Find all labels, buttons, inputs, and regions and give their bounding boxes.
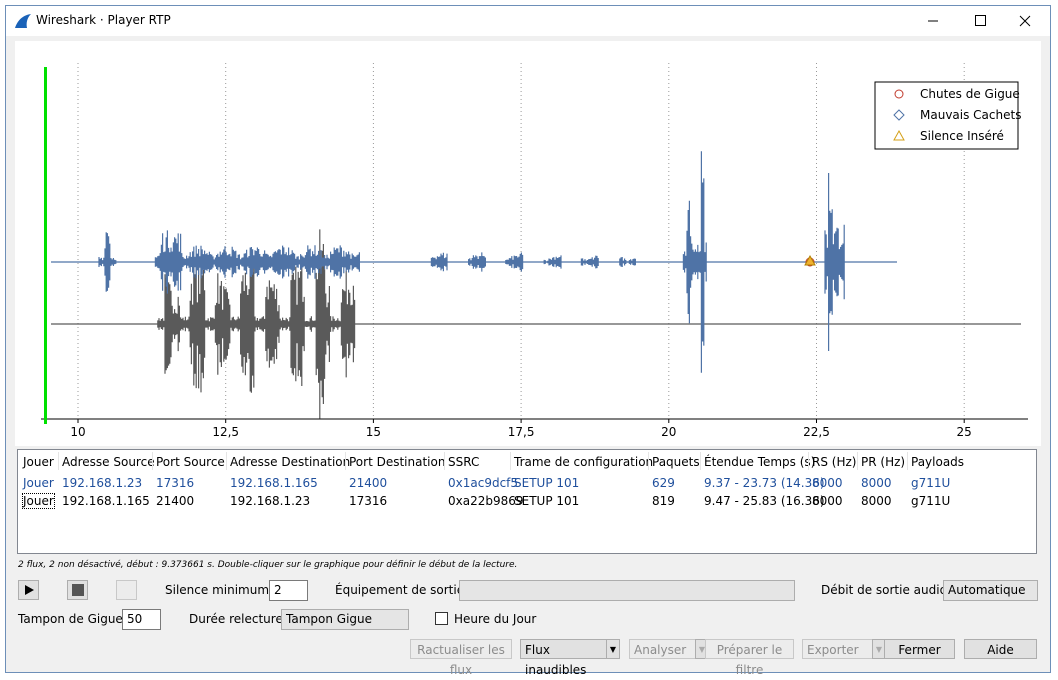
table-cell: 9.47 - 25.83 (16.36) [704, 494, 825, 508]
column-header: SSRC [448, 455, 479, 469]
audio-rate-combo[interactable]: Automatique [943, 580, 1038, 601]
column-separator [444, 452, 445, 470]
table-cell: SETUP 101 [514, 494, 579, 508]
x-tick-label: 12,5 [212, 425, 239, 439]
output-device-label: Équipement de sortie : [335, 583, 472, 597]
table-cell: g711U [911, 494, 950, 508]
replay-combo[interactable]: Tampon Gigue [281, 609, 409, 630]
x-tick-label: 10 [70, 425, 85, 439]
table-cell: 17316 [156, 476, 194, 490]
button: Ractualiser les flux [410, 639, 512, 659]
column-separator [648, 452, 649, 470]
column-separator [700, 452, 701, 470]
button[interactable]: Flux inaudibles [520, 639, 608, 659]
table-cell: SETUP 101 [514, 476, 579, 490]
column-header: Trame de configuration [514, 455, 653, 469]
table-cell[interactable]: Jouer [23, 494, 54, 508]
x-tick-label: 22,5 [803, 425, 830, 439]
x-tick-label: 15 [366, 425, 381, 439]
button: Analyser [629, 639, 697, 659]
column-separator [907, 452, 908, 470]
button[interactable]: Fermer [884, 639, 955, 659]
column-header: Adresse Source [62, 455, 155, 469]
dropdown-arrow[interactable]: ▼ [606, 639, 620, 659]
column-header: Paquets [652, 455, 700, 469]
table-cell: 17316 [349, 494, 387, 508]
x-tick-label: 20 [661, 425, 676, 439]
window-title: Wireshark · Player RTP [36, 13, 171, 27]
x-tick-label: 17,5 [508, 425, 535, 439]
audio-rate-label: Débit de sortie audio : [821, 583, 955, 597]
legend-label: Mauvais Cachets [920, 108, 1021, 122]
table-cell: 192.168.1.23 [62, 476, 142, 490]
table-cell: 629 [652, 476, 675, 490]
table-cell: 192.168.1.23 [230, 494, 310, 508]
column-header: Payloads [911, 455, 964, 469]
button: Préparer le filtre [705, 639, 794, 659]
silence-spinbox[interactable]: 2 [269, 580, 308, 601]
time-of-day-checkbox[interactable] [435, 612, 448, 625]
column-header: Port Source [156, 455, 225, 469]
table-cell: 819 [652, 494, 675, 508]
table-cell: 8000 [861, 476, 892, 490]
x-tick-label: 25 [957, 425, 972, 439]
column-separator [152, 452, 153, 470]
column-header: Étendue Temps (s) [704, 455, 815, 469]
table-cell: 0xa22b9869 [448, 494, 524, 508]
column-header: RS (Hz) [812, 455, 856, 469]
table-cell: 21400 [349, 476, 387, 490]
button: Exporter [802, 639, 874, 659]
table-cell: 8000 [812, 476, 843, 490]
table-cell: 192.168.1.165 [62, 494, 150, 508]
column-header: Adresse Destination [230, 455, 350, 469]
stream-table: Jouer Adresse SourcePort Source Adresse De… [17, 449, 1037, 554]
column-header: Port Destination [349, 455, 445, 469]
jitter-spinbox[interactable]: 50 [122, 609, 161, 630]
table-cell: 21400 [156, 494, 194, 508]
waveform-plot[interactable]: 10 12,5 15 17,5 20 22,5 25 Chutes de Gigue Mauva… [15, 41, 1041, 446]
column-separator [58, 452, 59, 470]
pause-button [116, 580, 137, 600]
replay-label: Durée relecture : [189, 612, 291, 626]
status-text: 2 flux, 2 non désactivé, début : 9.37366… [18, 560, 517, 570]
jitter-label: Tampon de Gigue : [18, 612, 131, 626]
column-separator [808, 452, 809, 470]
table-cell: g711U [911, 476, 950, 490]
column-header: PR (Hz) [861, 455, 905, 469]
table-cell: 8000 [812, 494, 843, 508]
silence-label: Silence minimum : [165, 583, 277, 597]
column-separator [510, 452, 511, 470]
table-cell: 0x1ac9dcf5 [448, 476, 518, 490]
stop-button[interactable] [67, 580, 88, 600]
app-icon [14, 13, 32, 29]
column-separator [226, 452, 227, 470]
table-cell: 8000 [861, 494, 892, 508]
button[interactable]: Aide [964, 639, 1037, 659]
legend-label: Silence Inséré [920, 129, 1004, 143]
table-cell[interactable]: Jouer [23, 476, 54, 490]
legend-label: Chutes de Gigue [920, 87, 1020, 101]
column-separator [857, 452, 858, 470]
column-header: Jouer [23, 455, 54, 469]
output-device-combo[interactable] [459, 580, 795, 601]
playhead [44, 67, 47, 424]
window-controls[interactable] [916, 6, 1050, 36]
column-separator [345, 452, 346, 470]
table-cell: 9.37 - 23.73 (14.36) [704, 476, 825, 490]
table-cell: 192.168.1.165 [230, 476, 318, 490]
time-of-day-label: Heure du Jour [454, 612, 536, 626]
window: Wireshark · Player RTP 10 12,5 15 17,5 20 22,… [5, 5, 1051, 673]
play-button[interactable] [18, 580, 39, 600]
